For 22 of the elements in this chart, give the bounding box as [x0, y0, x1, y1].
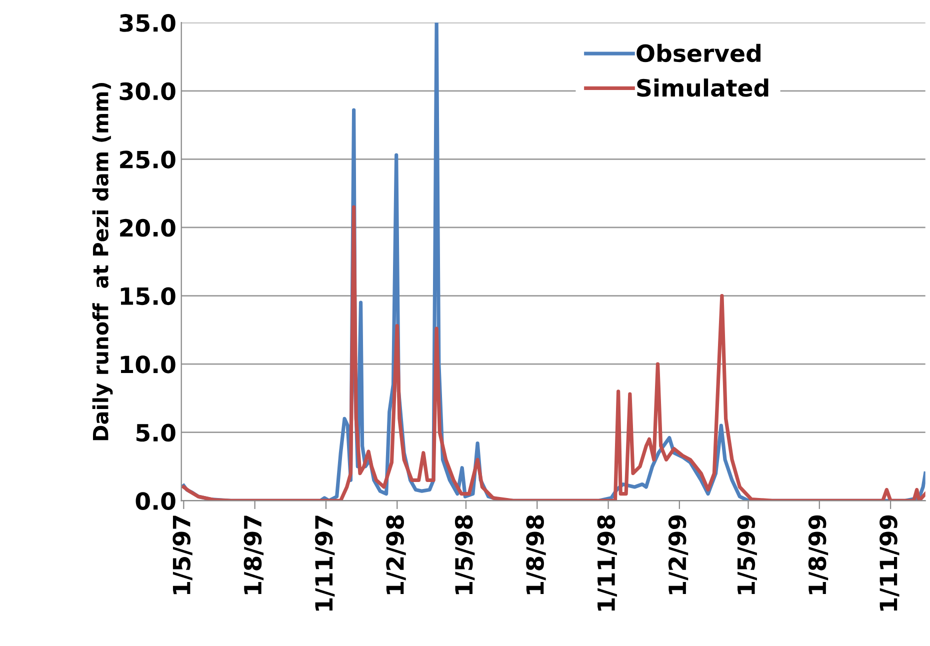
- y-tick-label: 5.0: [136, 424, 176, 442]
- legend-label: Simulated: [637, 78, 768, 97]
- x-tick-label: 1/2/99: [668, 515, 688, 594]
- y-tick-label: 25.0: [120, 150, 176, 168]
- x-tick-label: 1/11/99: [880, 515, 900, 611]
- y-tick-label: 20.0: [120, 218, 176, 237]
- y-tick-label: 30.0: [120, 82, 176, 100]
- x-tick-label: 1/5/97: [172, 516, 192, 594]
- legend-label: Observed: [636, 44, 760, 62]
- y-tick-label: 10.0: [120, 356, 176, 374]
- y-tick-label: 0.0: [136, 492, 176, 510]
- y-tick-label: 15.0: [120, 287, 176, 306]
- y-axis-title: Daily runoff at Pezi dam (mm): [92, 82, 113, 440]
- x-tick-label: 1/11/97: [314, 516, 335, 611]
- x-tick-label: 1/5/98: [454, 515, 475, 594]
- x-tick-label: 1/11/98: [597, 515, 617, 611]
- x-tick-label: 1/8/99: [808, 515, 828, 594]
- x-tick-label: 1/8/97: [244, 516, 264, 594]
- x-tick-label: 1/2/98: [386, 515, 406, 594]
- x-tick-label: 1/5/99: [737, 515, 757, 594]
- y-tick-label: 35.0: [120, 14, 176, 32]
- x-tick-label: 1/8/98: [526, 515, 546, 594]
